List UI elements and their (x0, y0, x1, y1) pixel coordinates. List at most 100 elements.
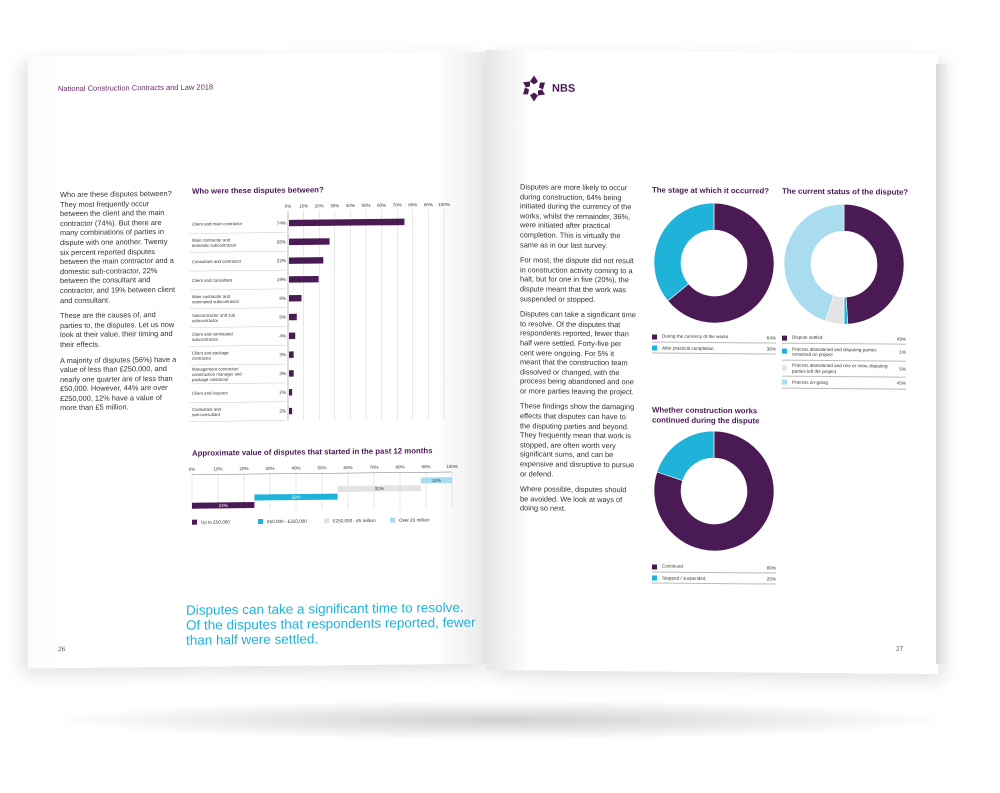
right-paragraph: Where possible, disputes should be avoid… (520, 484, 627, 514)
tick-label: 40% (346, 203, 355, 208)
bar (289, 313, 297, 321)
category-label: Client and nominatedsubcontractor (192, 331, 233, 342)
category-label-line: sub-consultant (192, 412, 221, 417)
value-label: 26% (277, 239, 286, 244)
category-label-line: Consultant and (192, 407, 222, 412)
value-label: 3% (279, 371, 286, 376)
category-label: Client and consultant (192, 278, 233, 283)
nbs-logo: NBS (520, 74, 575, 107)
value-label: 4% (279, 333, 286, 338)
legend-swatch (782, 365, 787, 371)
tick-label: 50% (317, 465, 326, 470)
tick-label: 50% (361, 203, 370, 208)
row-divider (190, 363, 286, 366)
tick-label: 10% (299, 203, 308, 208)
legend-swatch (782, 379, 787, 385)
segment-label: 32% (375, 486, 384, 491)
right-paragraph: These findings show the damaging effects… (520, 401, 635, 479)
right-page: NBS Disputes are more likely to occur du… (486, 50, 948, 674)
segment-bar (192, 502, 255, 509)
tick-label: 0% (189, 467, 196, 472)
legend-value: 20% (766, 576, 776, 582)
category-label-line: Client and insurers (192, 390, 228, 395)
continued-donut-svg (653, 430, 775, 552)
bar (289, 389, 293, 396)
category-label-line: Client and main contractor (192, 221, 243, 227)
bar (289, 238, 330, 246)
category-label-line: Management contractor/ (192, 366, 239, 371)
nbs-logo-icon (523, 75, 545, 102)
row-divider (190, 420, 286, 422)
value-chart: 0% 10% 20% 30% 40% 50% 60% 70% 80% 90% 100% 24% Up t… (188, 458, 458, 531)
legend-value: 5% (899, 366, 906, 372)
category-label-line: Subcontractor and sub (192, 313, 236, 318)
continued-donut (650, 429, 778, 554)
row-divider (190, 345, 286, 347)
parties-chart-svg: 0% 10% 20% 30% 40% 50% 60% 70% 80% 90% 100% Client … (190, 202, 450, 422)
donut-slice (667, 202, 775, 324)
category-label-line: contractor (192, 356, 212, 361)
row-divider (190, 401, 286, 403)
category-label-line: domestic subcontractor (192, 243, 237, 248)
bar (289, 332, 296, 340)
continued-chart-title: Whether construction works continued dur… (652, 405, 760, 425)
legend-value: 1% (899, 350, 906, 356)
donut-slice (783, 203, 845, 322)
category-label-line: Client and nominated (192, 331, 233, 336)
tick-label: 100% (438, 202, 450, 207)
row-divider (190, 326, 286, 328)
left-body-text: Who are these disputes between? They mos… (60, 189, 178, 419)
category-label-line: nominated subcontractor (192, 299, 240, 305)
legend-label: Process on-going (792, 379, 828, 385)
value-label: 2% (279, 409, 286, 414)
value-label: 8% (279, 296, 286, 301)
tick-label: 30% (265, 466, 274, 471)
row-divider (190, 288, 286, 291)
category-label: Main contractor andnominated subcontract… (192, 294, 240, 305)
bar (289, 294, 302, 302)
legend-swatch (652, 575, 657, 581)
donut-slice (653, 202, 715, 302)
tick-label: 20% (239, 466, 248, 471)
legend-swatch (192, 519, 197, 525)
legend-value: 80% (766, 565, 776, 571)
category-label-line: Client and package (192, 350, 229, 355)
bar (289, 257, 324, 264)
legend-label: Continued (662, 563, 683, 570)
pull-quote: Disputes can take a significant time to … (186, 599, 476, 648)
parties-chart-title: Who were these disputes between? (192, 185, 324, 196)
legend-label: Process abandoned and one or more disput… (792, 362, 888, 374)
tick-label: 0% (285, 204, 292, 209)
tick-label: 30% (330, 203, 339, 208)
legend-label: £50,000 - £250,000 (267, 519, 307, 524)
bar (289, 275, 319, 283)
legend-swatch (652, 334, 657, 340)
legend-swatch (652, 345, 657, 351)
category-label-line: construction manager and (192, 371, 242, 377)
legend-row: Stopped / suspended 20% (652, 572, 776, 585)
tick-label: 80% (395, 464, 404, 469)
legend-label: Up to £50,000 (201, 520, 230, 525)
right-paragraph: Disputes are more likely to occur during… (520, 182, 632, 250)
legend-swatch (652, 564, 657, 570)
stage-donut (650, 201, 778, 324)
legend-label: Dispute settled (792, 335, 823, 341)
left-paragraph: A majority of disputes (56%) have a valu… (60, 354, 177, 413)
category-label: Main contractor anddomestic subcontracto… (192, 237, 237, 248)
left-page: National Construction Contracts and Law … (28, 51, 490, 669)
tick-label: 40% (291, 466, 300, 471)
legend-row: Process abandoned and disputing parties … (782, 343, 906, 362)
tick-label: 90% (421, 464, 430, 469)
legend-swatch (324, 518, 329, 524)
tick-label: 10% (213, 466, 222, 471)
segment-bar (337, 485, 421, 492)
legend-swatch (258, 518, 263, 525)
value-label: 2% (279, 390, 286, 395)
category-label-line: subcontractor (192, 318, 219, 323)
stage-chart-title: The stage at which it occurred? (652, 185, 769, 196)
category-label-line: package contractor (192, 377, 229, 382)
tick-label: 100% (446, 464, 458, 469)
tick-label: 80% (408, 202, 417, 207)
legend-label: Process abandoned and disputing parties … (792, 346, 877, 358)
nbs-logo-text: NBS (552, 82, 576, 95)
